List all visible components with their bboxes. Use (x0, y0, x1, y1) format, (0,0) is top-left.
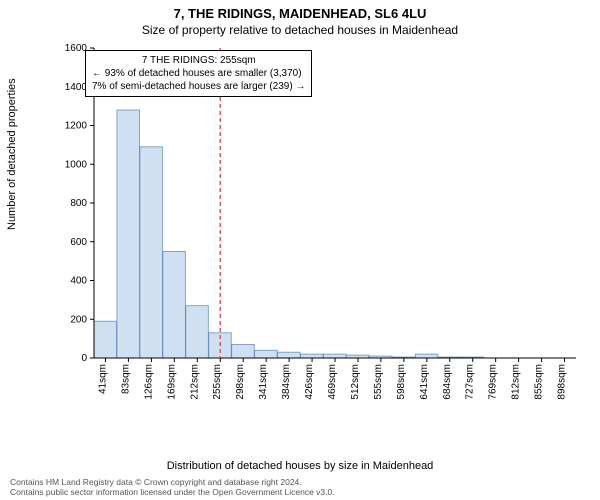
svg-text:641sqm: 641sqm (419, 364, 430, 400)
svg-text:0: 0 (81, 353, 87, 364)
annotation-box: 7 THE RIDINGS: 255sqm ← 93% of detached … (85, 50, 312, 97)
svg-text:83sqm: 83sqm (120, 364, 131, 394)
svg-text:1000: 1000 (65, 159, 88, 170)
svg-text:800: 800 (70, 198, 87, 209)
svg-text:384sqm: 384sqm (281, 364, 292, 400)
svg-text:769sqm: 769sqm (488, 364, 499, 400)
svg-text:400: 400 (70, 276, 87, 287)
svg-text:169sqm: 169sqm (166, 364, 177, 400)
svg-text:469sqm: 469sqm (327, 364, 338, 400)
svg-text:598sqm: 598sqm (396, 364, 407, 400)
svg-text:512sqm: 512sqm (350, 364, 361, 400)
svg-text:298sqm: 298sqm (235, 364, 246, 400)
footer-line-1: Contains HM Land Registry data © Crown c… (10, 477, 335, 488)
svg-text:426sqm: 426sqm (304, 364, 315, 400)
svg-text:812sqm: 812sqm (511, 364, 522, 400)
svg-text:255sqm: 255sqm (212, 364, 223, 400)
svg-text:41sqm: 41sqm (97, 364, 108, 394)
svg-text:555sqm: 555sqm (373, 364, 384, 400)
svg-text:855sqm: 855sqm (534, 364, 545, 400)
svg-text:212sqm: 212sqm (189, 364, 200, 400)
annotation-line-2: ← 93% of detached houses are smaller (3,… (92, 67, 305, 80)
footer-text: Contains HM Land Registry data © Crown c… (10, 477, 335, 498)
svg-text:126sqm: 126sqm (143, 364, 154, 400)
svg-text:600: 600 (70, 237, 87, 248)
plot-area: 0200400600800100012001400160041sqm83sqm1… (64, 44, 580, 414)
chart-container: 7, THE RIDINGS, MAIDENHEAD, SL6 4LU Size… (0, 0, 600, 500)
chart-title-main: 7, THE RIDINGS, MAIDENHEAD, SL6 4LU (0, 0, 600, 21)
svg-text:684sqm: 684sqm (442, 364, 453, 400)
svg-text:341sqm: 341sqm (258, 364, 269, 400)
svg-text:898sqm: 898sqm (557, 364, 568, 400)
svg-text:1200: 1200 (65, 121, 88, 132)
annotation-line-1: 7 THE RIDINGS: 255sqm (92, 54, 305, 67)
x-axis-label: Distribution of detached houses by size … (0, 460, 600, 472)
chart-title-sub: Size of property relative to detached ho… (0, 21, 600, 37)
svg-text:200: 200 (70, 314, 87, 325)
y-axis-label: Number of detached properties (6, 78, 18, 230)
footer-line-2: Contains public sector information licen… (10, 487, 335, 498)
histogram-svg: 0200400600800100012001400160041sqm83sqm1… (64, 44, 580, 414)
annotation-line-3: 7% of semi-detached houses are larger (2… (92, 80, 305, 93)
svg-text:727sqm: 727sqm (465, 364, 476, 400)
